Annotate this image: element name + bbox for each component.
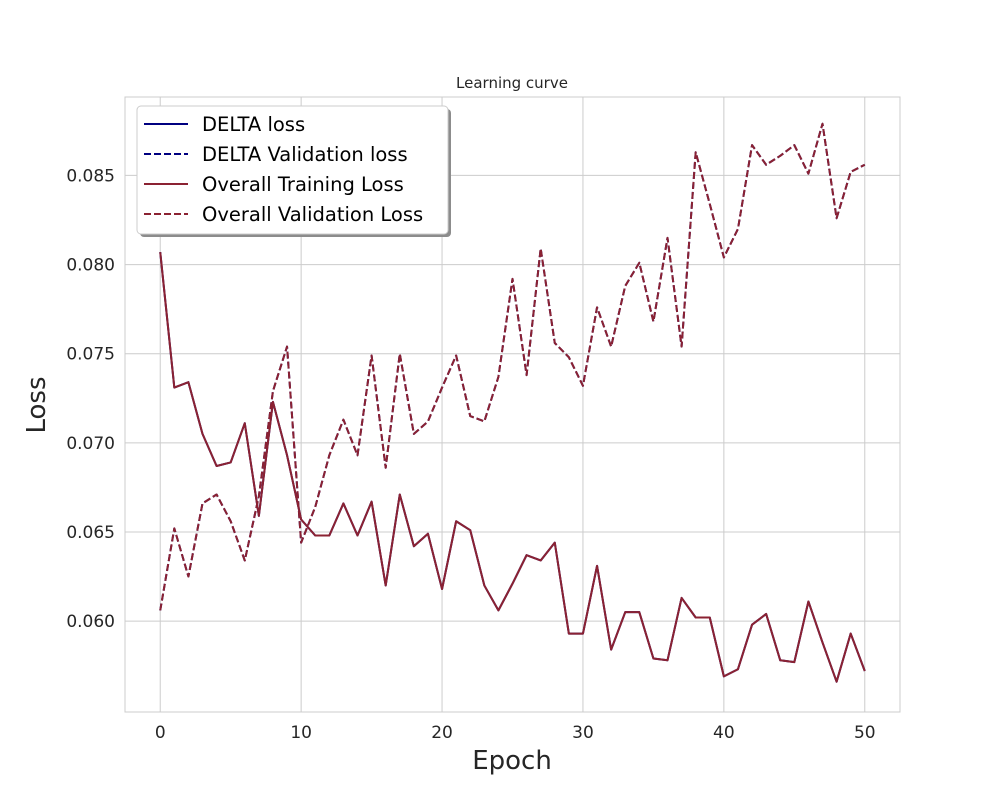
x-tick-label: 10 — [290, 723, 312, 743]
y-axis-label: Loss — [22, 376, 52, 433]
y-tick-label: 0.080 — [66, 256, 115, 276]
series-line-overall-validation-loss — [159, 122, 866, 611]
x-tick-label: 50 — [854, 723, 876, 743]
legend: DELTA loss DELTA Validation loss Overall T… — [136, 105, 451, 237]
x-tick-label: 20 — [431, 723, 453, 743]
series-lines — [159, 122, 866, 683]
grid-lines — [125, 97, 900, 712]
legend-box — [136, 105, 449, 235]
chart-title: Learning curve — [456, 74, 568, 92]
legend-entry-label: DELTA loss — [202, 113, 305, 136]
x-tick-label: 30 — [572, 723, 594, 743]
tick-labels: 0 10 20 30 40 50 0.060 0.065 0.070 0.075 0.080 0.08… — [66, 166, 875, 743]
x-tick-label: 0 — [155, 723, 166, 743]
y-tick-label: 0.075 — [66, 345, 115, 365]
series-line-overall-training-loss — [159, 251, 866, 683]
legend-entry-label: Overall Validation Loss — [202, 203, 423, 226]
y-tick-label: 0.085 — [66, 166, 115, 186]
x-tick-label: 40 — [713, 723, 735, 743]
legend-entry-label: DELTA Validation loss — [202, 143, 408, 166]
y-tick-label: 0.065 — [66, 523, 115, 543]
legend-entry-label: Overall Training Loss — [202, 173, 404, 196]
y-tick-label: 0.070 — [66, 434, 115, 454]
y-tick-label: 0.060 — [66, 612, 115, 632]
x-axis-label: Epoch — [472, 746, 552, 776]
